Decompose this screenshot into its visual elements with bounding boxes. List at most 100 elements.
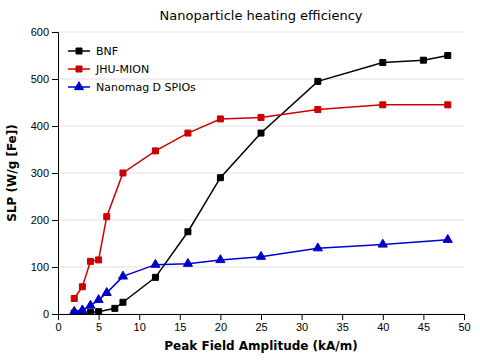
plot: 051015202530354045500100200300400500600B… [31, 26, 471, 333]
tick-label: 10 [134, 321, 146, 333]
tick: 10 [134, 314, 146, 333]
legend-item: JHU-MION [68, 63, 149, 76]
tick-mark [52, 126, 58, 127]
line [74, 56, 448, 314]
tick: 0 [55, 314, 61, 333]
tick-mark [261, 314, 262, 320]
tick-label: 0 [43, 308, 49, 320]
tick-label: 500 [31, 73, 49, 85]
legend-label: Nanomag D SPIOs [96, 81, 196, 94]
legend-label: JHU-MION [95, 63, 149, 76]
point [112, 305, 118, 311]
tick-label: 50 [458, 321, 470, 333]
tick-mark [302, 314, 303, 320]
marks [70, 53, 453, 315]
tick-mark [464, 314, 465, 320]
line [74, 240, 448, 312]
point [380, 102, 386, 108]
tick-label: 20 [215, 321, 227, 333]
tick: 40 [377, 314, 389, 333]
point [152, 148, 158, 154]
tick: 200 [31, 214, 58, 226]
tick-mark [52, 267, 58, 268]
point [87, 258, 93, 264]
tick-mark [180, 314, 181, 320]
tick: 300 [31, 167, 58, 179]
tick-label: 35 [337, 321, 349, 333]
tick: 100 [31, 261, 58, 273]
point [258, 115, 264, 121]
legend-marker [76, 66, 82, 72]
grid-line [58, 126, 464, 127]
tick: 25 [255, 314, 267, 333]
point [87, 310, 93, 314]
tick-label: 400 [31, 120, 49, 132]
legend: BNF JHU-MION Nanomag D SPIOs [68, 45, 196, 94]
legend-marker [76, 48, 82, 54]
y-axis: 0100200300400500600 [31, 26, 59, 320]
tick-label: 25 [255, 321, 267, 333]
y-axis-title: SLP (W/g [Fe]) [5, 124, 19, 221]
tick: 20 [215, 314, 227, 333]
grid-line [58, 32, 464, 33]
point [104, 214, 110, 220]
point [185, 130, 191, 136]
tick-label: 45 [418, 321, 430, 333]
point [315, 107, 321, 113]
point [118, 271, 127, 279]
point [380, 60, 386, 66]
point [79, 284, 85, 290]
grid-line [58, 79, 464, 80]
tick-mark [52, 79, 58, 80]
tick-mark [52, 173, 58, 174]
point [96, 257, 102, 263]
tick: 400 [31, 120, 58, 132]
axis-line [52, 33, 59, 315]
point [183, 258, 192, 266]
point [217, 116, 223, 122]
tick-mark [342, 314, 343, 320]
line [74, 105, 448, 299]
point [256, 251, 265, 259]
tick-mark [383, 314, 384, 320]
series [71, 102, 451, 302]
point [151, 259, 160, 267]
point [445, 53, 451, 59]
point [96, 309, 102, 314]
tick: 35 [337, 314, 349, 333]
point [102, 288, 111, 296]
grid-y [58, 32, 464, 314]
tick: 500 [31, 73, 58, 85]
tick-label: 0 [55, 321, 61, 333]
point [445, 102, 451, 108]
point [420, 57, 426, 63]
point [86, 300, 95, 308]
legend-label: BNF [96, 45, 118, 58]
series [70, 234, 453, 314]
point [185, 229, 191, 235]
x-axis-title: Peak Field Amplitude (kA/m) [164, 339, 357, 353]
series [71, 53, 451, 315]
legend-item: BNF [68, 45, 118, 58]
point [120, 170, 126, 176]
tick-label: 15 [174, 321, 186, 333]
point [258, 130, 264, 136]
point [78, 305, 87, 313]
axis-line [59, 315, 465, 321]
tick-label: 30 [296, 321, 308, 333]
tick-mark [220, 314, 221, 320]
tick-label: 200 [31, 214, 49, 226]
grid-line [58, 267, 464, 268]
point [313, 243, 322, 251]
point [120, 299, 126, 305]
grid-line [58, 220, 464, 221]
tick-mark [52, 314, 58, 315]
tick-label: 100 [31, 261, 49, 273]
point [315, 78, 321, 84]
tick: 45 [418, 314, 430, 333]
tick-mark [99, 314, 100, 320]
tick: 30 [296, 314, 308, 333]
chart: 051015202530354045500100200300400500600B… [0, 0, 480, 360]
point [378, 239, 387, 247]
tick: 5 [96, 314, 102, 333]
